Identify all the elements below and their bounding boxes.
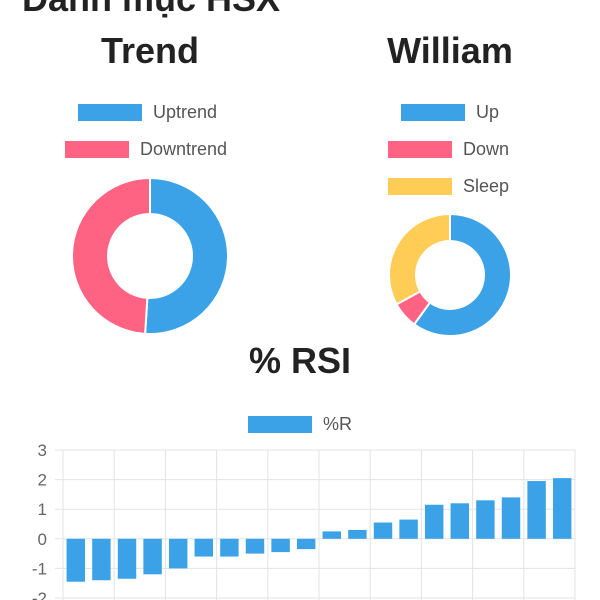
william-legend-item-sleep[interactable]: Sleep: [388, 176, 509, 196]
trend-legend-label-downtrend: Downtrend: [140, 138, 228, 159]
william-legend-item-up[interactable]: Up: [401, 102, 499, 122]
william-legend-swatch-up: [401, 103, 465, 121]
trend-legend-label-uptrend: Uptrend: [153, 101, 218, 122]
rsi-legend-item[interactable]: %R: [248, 414, 352, 434]
trend-slice-uptrend[interactable]: [144, 176, 229, 335]
trend-legend-swatch-downtrend: [65, 140, 129, 158]
trend-legend-item-downtrend[interactable]: Downtrend: [65, 139, 227, 159]
trend-legend-item-uptrend[interactable]: Uptrend: [78, 102, 217, 122]
trend-slice-downtrend[interactable]: [71, 176, 151, 335]
trend-legend-swatch-uptrend: [78, 103, 142, 121]
trend-chart-title: Trend: [100, 30, 199, 71]
william-legend-label-down: Down: [463, 138, 510, 159]
page-heading: Danh mục HSX: [22, 0, 280, 20]
william-legend-swatch-sleep: [388, 177, 452, 195]
william-chart-title: William: [387, 30, 513, 71]
william-legend-swatch-down: [388, 140, 452, 158]
william-legend-item-down[interactable]: Down: [388, 139, 509, 159]
rsi-legend-label: %R: [323, 413, 353, 434]
william-legend-label-up: Up: [476, 101, 500, 122]
rsi-legend-swatch: [248, 415, 312, 433]
rsi-chart-title: % RSI: [248, 340, 352, 381]
william-legend-label-sleep: Sleep: [463, 175, 510, 196]
